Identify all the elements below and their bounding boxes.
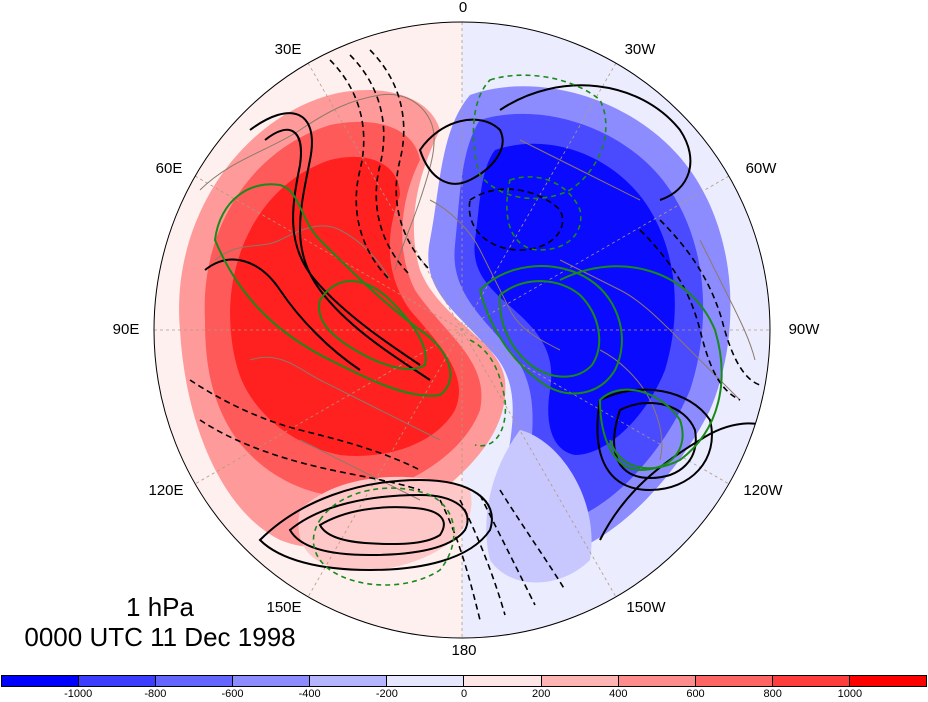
figure-title: 1 hPa 0000 UTC 11 Dec 1998 bbox=[10, 592, 310, 652]
colorbar-cell bbox=[464, 676, 542, 686]
lon-label-30e: 30E bbox=[274, 41, 302, 58]
lon-label-150w: 150W bbox=[626, 599, 666, 616]
colorbar-tick-label: 600 bbox=[686, 688, 705, 700]
colorbar-tick-label: 200 bbox=[531, 688, 551, 700]
colorbar-tick-label: 1000 bbox=[837, 688, 863, 700]
colorbar-cell bbox=[79, 676, 157, 686]
colorbar-cell bbox=[695, 676, 773, 686]
colorbar-tick-label: -600 bbox=[221, 688, 244, 700]
lon-label-120w: 120W bbox=[743, 482, 783, 499]
lon-label-30w: 30W bbox=[624, 41, 656, 58]
colorbar-cell bbox=[2, 676, 80, 686]
pressure-level-label: 1 hPa bbox=[126, 592, 194, 622]
colorbar-cell bbox=[772, 676, 850, 686]
lon-label-150e: 150E bbox=[266, 599, 302, 616]
colorbar-cell bbox=[156, 676, 234, 686]
colorbar-cell bbox=[387, 676, 465, 686]
colorbar-cell bbox=[618, 676, 696, 686]
colorbar-tick-label: -1000 bbox=[64, 688, 93, 700]
colorbar bbox=[1, 675, 927, 687]
colorbar-tick-label: -400 bbox=[298, 688, 321, 700]
lon-label-60e: 60E bbox=[155, 160, 183, 177]
lon-label-60w: 60W bbox=[745, 160, 777, 177]
colorbar-tick-label: 400 bbox=[609, 688, 628, 700]
timestamp-label: 0000 UTC 11 Dec 1998 bbox=[24, 622, 296, 652]
colorbar-cell bbox=[233, 676, 311, 686]
lon-label-90w: 90W bbox=[788, 321, 820, 338]
colorbar-cell bbox=[310, 676, 388, 686]
map-boundary bbox=[153, 21, 771, 639]
colorbar-tick-label: 0 bbox=[460, 688, 468, 700]
green-dashed-contours bbox=[312, 74, 607, 586]
colorbar-tick-label: -200 bbox=[375, 688, 398, 700]
lon-label-180: 180 bbox=[451, 642, 477, 659]
shading-layer bbox=[154, 22, 770, 638]
green-contours bbox=[213, 183, 723, 472]
lon-label-90e: 90E bbox=[112, 321, 140, 338]
colorbar-cell bbox=[541, 676, 619, 686]
colorbar-tick-label: -800 bbox=[144, 688, 167, 700]
lon-label-0: 0 bbox=[458, 0, 468, 16]
colorbar-cell bbox=[849, 676, 926, 686]
graticule bbox=[154, 22, 770, 638]
positive-contours bbox=[204, 84, 770, 572]
negative-contours bbox=[189, 49, 761, 621]
colorbar-tick-label: 800 bbox=[763, 688, 782, 700]
lon-label-120e: 120E bbox=[148, 482, 184, 499]
